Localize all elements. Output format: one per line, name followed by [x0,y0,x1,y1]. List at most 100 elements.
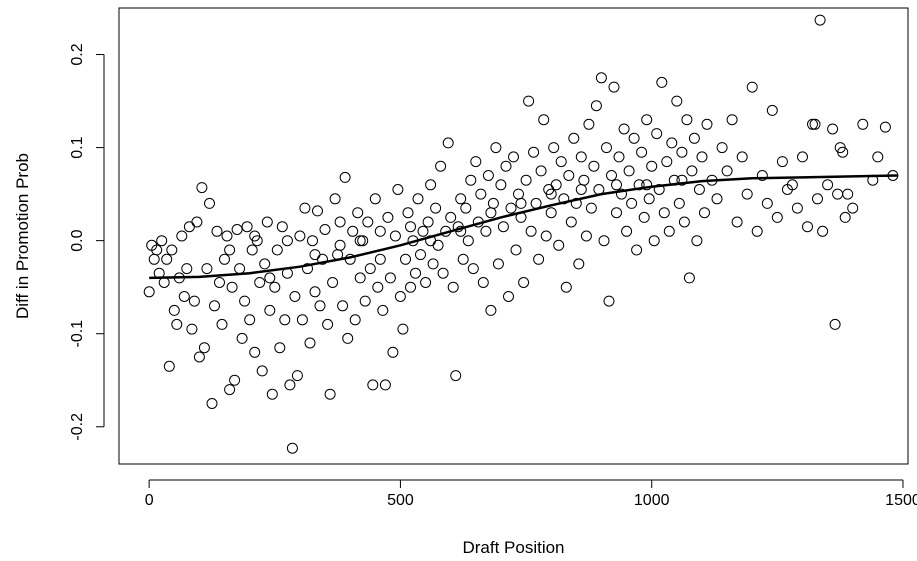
data-point [196,182,208,194]
data-point [676,146,688,158]
data-point [641,179,653,191]
data-point [309,249,321,261]
data-point [545,188,557,200]
data-point [342,332,354,344]
data-point [294,230,306,242]
data-point [575,151,587,163]
data-point [322,318,334,330]
data-point [711,193,723,205]
data-point [525,225,537,237]
data-point [156,235,168,247]
y-axis-title: Diff in Promotion Prob [13,153,32,319]
data-point [766,104,778,116]
data-point [628,132,640,144]
data-point [209,300,220,312]
data-point [312,205,323,217]
data-point [663,225,675,237]
data-point [307,235,318,247]
data-point [508,151,519,163]
data-point [590,100,602,112]
data-point [219,253,230,265]
data-point [528,146,540,158]
data-point [193,351,205,363]
data-point [598,235,610,247]
data-point [188,295,200,307]
data-point [563,170,575,181]
data-point [382,211,394,223]
data-point [299,202,311,214]
data-point [266,388,278,400]
data-point [492,258,504,270]
data-point [585,202,597,214]
data-point [347,225,359,237]
data-point [482,170,494,181]
data-point [354,272,366,284]
data-point [701,118,713,130]
data-point [839,211,851,223]
data-point [515,197,527,209]
data-point [161,253,173,265]
data-point [226,281,238,293]
data-point [641,114,653,126]
data-point [374,253,386,265]
data-point [214,277,225,288]
data-point [827,123,839,135]
data-point [520,174,532,186]
data-point [201,263,213,275]
data-point [176,230,188,242]
data-point [631,244,643,256]
points-layer [143,14,899,454]
data-point [548,142,560,154]
data-point [211,225,223,237]
data-point [626,197,638,209]
data-point [405,281,416,293]
data-point [638,211,650,223]
data-point [460,202,472,214]
data-point [761,197,773,209]
data-point [389,230,401,242]
data-point [570,197,582,209]
data-point [427,258,439,270]
data-point [377,304,389,316]
data-point [583,118,595,130]
data-point [523,95,535,107]
data-point [465,174,477,186]
data-point [166,244,178,256]
data-point [736,151,748,163]
data-point [432,239,444,251]
data-point [254,277,266,288]
data-point [249,230,261,242]
data-point [329,193,341,205]
data-point [623,165,635,177]
data-point [224,244,236,256]
data-point [535,165,547,177]
data-point [658,207,670,219]
data-point [171,318,183,330]
data-point [241,221,253,233]
data-point [269,281,281,293]
data-point [143,286,155,298]
data-point [580,230,592,242]
data-point [362,216,374,228]
data-point [289,291,301,302]
data-point [879,121,891,133]
data-point [246,244,258,256]
data-point [400,253,411,265]
data-point [671,95,683,107]
data-point [802,221,813,233]
data-point [699,207,710,219]
data-point [490,142,502,154]
data-point [797,151,808,163]
data-point [533,253,545,265]
data-point [814,14,826,26]
data-point [337,300,349,312]
data-point [357,235,369,247]
x-axis-title: Draft Position [462,538,564,557]
data-point [334,239,346,251]
data-point [693,184,705,195]
data-point [603,295,615,307]
data-point [842,188,854,200]
data-point [216,318,228,330]
data-point [683,272,695,284]
